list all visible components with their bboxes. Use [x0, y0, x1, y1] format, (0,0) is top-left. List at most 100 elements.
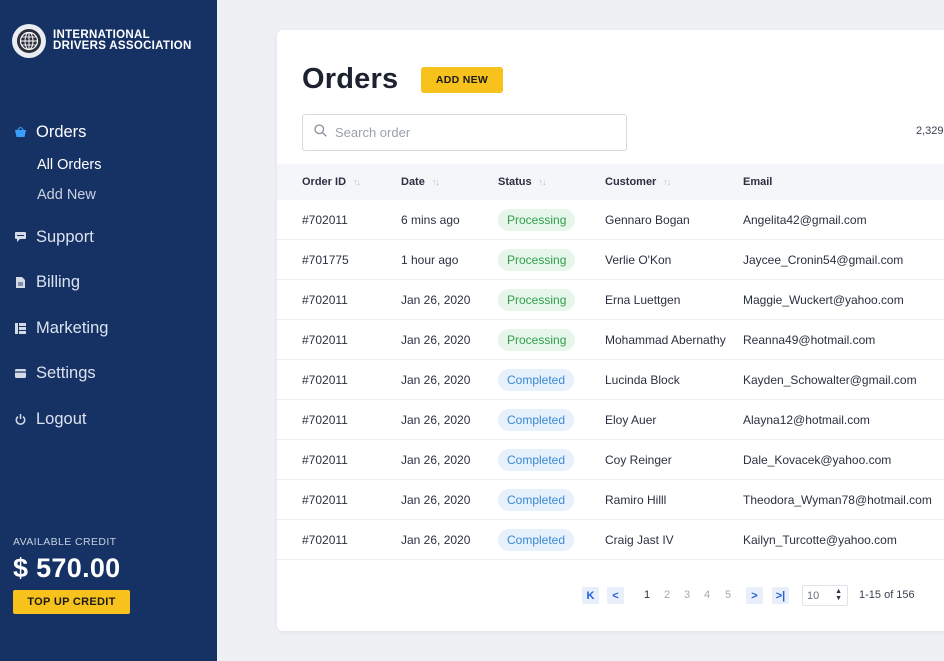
order-id[interactable]: #702011	[302, 413, 348, 427]
nav-item-settings-label: Settings	[36, 364, 96, 382]
first-page-button[interactable]: K	[582, 587, 599, 604]
last-page-button[interactable]: >|	[772, 587, 789, 604]
chart-icon	[14, 322, 26, 334]
customer-name: Erna Luettgen	[605, 293, 681, 307]
order-id[interactable]: #702011	[302, 373, 348, 387]
column-header-status[interactable]: Status ↑↓	[498, 164, 547, 200]
top-up-credit-button[interactable]: TOP UP CREDIT	[13, 590, 130, 614]
order-id[interactable]: #702011	[302, 333, 348, 347]
stepper-icon: ▲ ▼	[835, 588, 842, 602]
table-row[interactable]: #702011 Jan 26, 2020 Completed Eloy Auer…	[277, 400, 944, 440]
search-icon	[314, 123, 327, 142]
customer-name: Gennaro Bogan	[605, 213, 690, 227]
brand[interactable]: INTERNATIONAL DRIVERS ASSOCIATION	[12, 24, 192, 58]
status-badge: Processing	[498, 289, 576, 311]
page-title: Orders	[302, 63, 399, 95]
customer-email: Alayna12@hotmail.com	[743, 413, 870, 427]
brand-line-1: INTERNATIONAL	[53, 29, 150, 41]
column-header-customer-label: Customer	[605, 176, 657, 188]
order-id[interactable]: #701775	[302, 253, 349, 267]
pagination-range: 1-15 of 156	[859, 589, 915, 601]
page-number[interactable]: 2	[664, 589, 671, 601]
customer-email: Kayden_Schowalter@gmail.com	[743, 373, 917, 387]
order-id[interactable]: #702011	[302, 293, 348, 307]
nav-item-marketing-label: Marketing	[36, 318, 109, 337]
table-row[interactable]: #702011 Jan 26, 2020 Completed Ramiro Hi…	[277, 480, 944, 520]
nav-item-orders[interactable]: Orders	[0, 118, 217, 146]
status-cell: Processing	[498, 240, 576, 280]
globe-icon	[12, 24, 46, 58]
status-cell: Completed	[498, 440, 575, 480]
page-number[interactable]: 1	[644, 589, 651, 601]
column-header-customer[interactable]: Customer ↑↓	[605, 164, 671, 200]
power-icon	[14, 413, 26, 425]
status-badge: Completed	[498, 449, 575, 471]
add-new-button[interactable]: ADD NEW	[421, 67, 503, 93]
document-icon	[14, 277, 26, 289]
order-id[interactable]: #702011	[302, 493, 348, 507]
order-date: Jan 26, 2020	[401, 293, 471, 307]
customer-email: Kailyn_Turcotte@yahoo.com	[743, 533, 897, 547]
column-header-date[interactable]: Date ↑↓	[401, 164, 440, 200]
sort-icon: ↑↓	[431, 177, 440, 187]
sliders-icon	[14, 368, 26, 380]
status-badge: Completed	[498, 529, 575, 551]
nav-item-marketing[interactable]: Marketing	[0, 314, 217, 342]
column-header-order-id[interactable]: Order ID ↑↓	[302, 164, 361, 200]
order-id[interactable]: #702011	[302, 533, 348, 547]
sort-icon: ↑↓	[538, 177, 547, 187]
nav-item-logout[interactable]: Logout	[0, 405, 217, 433]
order-date: Jan 26, 2020	[401, 453, 471, 467]
previous-page-button[interactable]: <	[607, 587, 624, 604]
status-badge: Completed	[498, 489, 575, 511]
search-box[interactable]	[302, 114, 627, 151]
table-row[interactable]: #702011 Jan 26, 2020 Completed Lucinda B…	[277, 360, 944, 400]
customer-email: Maggie_Wuckert@yahoo.com	[743, 293, 904, 307]
status-cell: Completed	[498, 480, 575, 520]
order-id[interactable]: #702011	[302, 453, 348, 467]
table-header: Order ID ↑↓ Date ↑↓ Status ↑↓ Customer ↑…	[277, 164, 944, 200]
customer-name: Craig Jast IV	[605, 533, 674, 547]
status-cell: Processing	[498, 280, 576, 320]
table-row[interactable]: #702011 Jan 26, 2020 Completed Coy Reing…	[277, 440, 944, 480]
sub-item-add-new[interactable]: Add New	[37, 187, 96, 203]
search-input[interactable]	[335, 125, 615, 140]
status-badge: Processing	[498, 209, 576, 231]
table-row[interactable]: #702011 Jan 26, 2020 Completed Craig Jas…	[277, 520, 944, 560]
sub-item-all-orders[interactable]: All Orders	[37, 157, 102, 173]
nav-item-logout-label: Logout	[36, 409, 87, 428]
per-page-select[interactable]: 10 ▲ ▼	[802, 585, 848, 606]
nav-item-billing[interactable]: Billing	[0, 269, 217, 297]
nav-item-orders-label: Orders	[36, 122, 87, 141]
nav-item-settings[interactable]: Settings	[0, 360, 217, 388]
column-header-status-label: Status	[498, 176, 532, 188]
nav-item-billing-label: Billing	[36, 273, 81, 291]
basket-icon	[14, 126, 26, 138]
order-date: Jan 26, 2020	[401, 533, 471, 547]
column-header-order-id-label: Order ID	[302, 176, 347, 188]
brand-name: INTERNATIONAL DRIVERS ASSOCIATION	[53, 29, 192, 52]
table-row[interactable]: #702011 Jan 26, 2020 Processing Mohammad…	[277, 320, 944, 360]
status-cell: Completed	[498, 360, 575, 400]
order-date: Jan 26, 2020	[401, 493, 471, 507]
page-number[interactable]: 3	[684, 589, 691, 601]
sidebar: INTERNATIONAL DRIVERS ASSOCIATION Orders…	[0, 0, 217, 661]
customer-name: Verlie O'Kon	[605, 253, 672, 267]
table-row[interactable]: #702011 6 mins ago Processing Gennaro Bo…	[277, 200, 944, 240]
next-page-button[interactable]: >	[746, 587, 763, 604]
table-row[interactable]: #701775 1 hour ago Processing Verlie O'K…	[277, 240, 944, 280]
order-id[interactable]: #702011	[302, 213, 348, 227]
customer-email: Angelita42@gmail.com	[743, 213, 867, 227]
orders-submenu: All Orders Add New	[0, 150, 217, 210]
nav-item-support-label: Support	[36, 227, 94, 246]
status-badge: Completed	[498, 409, 575, 431]
column-header-email[interactable]: Email	[743, 164, 772, 200]
nav-item-support[interactable]: Support	[0, 223, 217, 251]
page-number[interactable]: 4	[704, 589, 711, 601]
page-number[interactable]: 5	[725, 589, 732, 601]
order-date: 6 mins ago	[401, 213, 460, 227]
table-row[interactable]: #702011 Jan 26, 2020 Processing Erna Lue…	[277, 280, 944, 320]
sort-icon: ↑↓	[353, 177, 361, 187]
column-header-date-label: Date	[401, 176, 425, 188]
customer-email: Reanna49@hotmail.com	[743, 333, 876, 347]
